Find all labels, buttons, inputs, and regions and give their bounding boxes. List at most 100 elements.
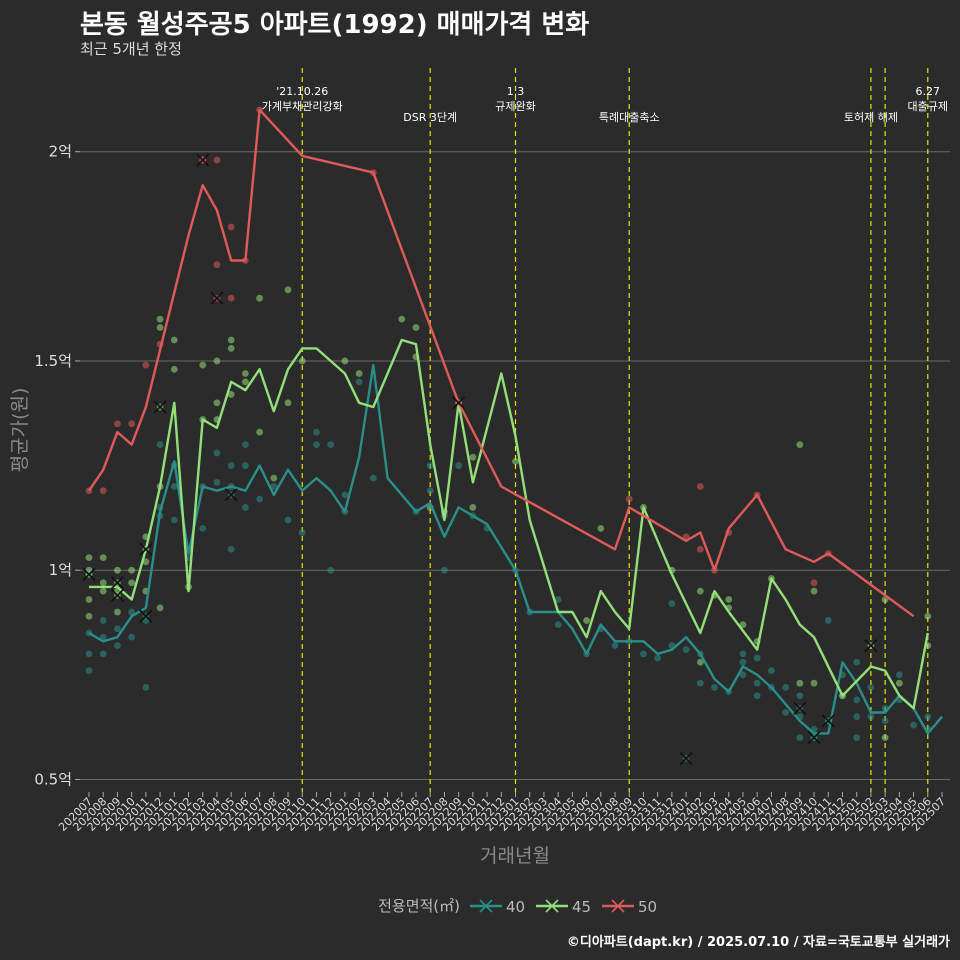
cancelled-marker-40 xyxy=(679,751,693,766)
data-point-45 xyxy=(170,365,178,373)
data-point-40 xyxy=(867,683,875,691)
data-point-45 xyxy=(298,357,306,365)
data-point-50 xyxy=(696,483,704,490)
data-point-40 xyxy=(227,462,235,469)
legend-marker-40 xyxy=(479,899,493,913)
data-point-45 xyxy=(270,474,278,482)
cancelled-marker-40 xyxy=(224,488,238,502)
cancelled-marker-40 xyxy=(807,731,821,745)
data-point-45 xyxy=(881,734,889,741)
chart-subtitle: 최근 5개년 한정 xyxy=(80,40,182,58)
data-point-40 xyxy=(924,713,932,721)
data-point-45 xyxy=(583,617,590,624)
data-point-40 xyxy=(753,692,761,700)
data-point-40 xyxy=(241,441,249,449)
cancelled-marker-45 xyxy=(139,542,153,556)
cancelled-marker-40 xyxy=(793,701,807,715)
data-point-45 xyxy=(924,612,932,620)
data-point-40 xyxy=(867,713,875,721)
data-point-45 xyxy=(796,441,804,449)
cancelled-marker-50 xyxy=(196,153,210,167)
data-point-40 xyxy=(782,709,790,716)
data-point-45 xyxy=(114,566,121,574)
data-point-45 xyxy=(170,336,178,344)
data-point-40 xyxy=(682,646,690,654)
series-line-40 xyxy=(88,363,943,735)
data-point-40 xyxy=(270,483,278,490)
data-point-40 xyxy=(99,617,107,624)
data-point-50 xyxy=(227,223,235,231)
data-point-45 xyxy=(355,370,363,377)
data-point-40 xyxy=(227,545,235,553)
data-point-40 xyxy=(853,696,861,704)
data-point-40 xyxy=(241,504,249,511)
data-point-40 xyxy=(170,483,178,490)
data-point-50 xyxy=(128,420,136,428)
data-point-45 xyxy=(739,621,747,629)
data-point-40 xyxy=(170,516,178,524)
data-point-45 xyxy=(469,453,477,461)
cancelled-marker-40 xyxy=(139,609,153,623)
data-point-40 xyxy=(668,600,676,608)
cancelled-marker-45 xyxy=(153,400,167,414)
data-point-40 xyxy=(85,667,93,675)
data-point-45 xyxy=(114,608,121,616)
data-point-40 xyxy=(142,683,150,691)
data-point-45 xyxy=(213,357,221,365)
data-point-40 xyxy=(853,658,861,666)
data-point-45 xyxy=(597,524,605,532)
legend-title: 전용면적(㎡) xyxy=(378,897,460,915)
data-point-40 xyxy=(796,692,804,700)
source-caption: ©디아파트(dapt.kr) / 2025.07.10 / 자료=국토교통부 실… xyxy=(566,935,950,950)
data-point-45 xyxy=(256,294,263,302)
data-point-40 xyxy=(554,596,562,603)
data-point-45 xyxy=(142,558,150,566)
cancelled-marker-45 xyxy=(864,638,878,653)
data-point-40 xyxy=(853,713,861,721)
data-point-50 xyxy=(682,533,690,541)
data-point-40 xyxy=(213,478,221,486)
data-point-45 xyxy=(128,566,136,574)
cancelled-marker-45 xyxy=(110,588,124,602)
data-point-45 xyxy=(227,336,235,344)
y-axis-label: 평균가(원) xyxy=(9,388,31,473)
data-point-40 xyxy=(753,654,761,662)
data-point-45 xyxy=(284,399,292,407)
data-point-40 xyxy=(782,683,790,691)
data-point-50 xyxy=(810,579,818,587)
cancelled-marker-50 xyxy=(452,396,466,410)
data-point-45 xyxy=(284,286,292,294)
data-point-40 xyxy=(341,491,349,499)
data-point-50 xyxy=(213,156,221,164)
chart-title: 본동 월성주공5 아파트(1992) 매매가격 변화 xyxy=(80,10,590,40)
data-point-40 xyxy=(455,462,463,469)
data-point-45 xyxy=(156,604,164,612)
data-point-45 xyxy=(241,370,249,377)
data-point-45 xyxy=(99,579,107,587)
event-label: 특례대출축소 xyxy=(599,111,660,124)
data-point-45 xyxy=(199,361,207,369)
data-point-50 xyxy=(213,261,221,269)
data-point-40 xyxy=(313,441,320,449)
legend-label-50: 50 xyxy=(638,898,657,916)
data-point-40 xyxy=(611,642,619,649)
data-point-45 xyxy=(85,596,93,603)
data-point-40 xyxy=(696,679,704,687)
data-point-45 xyxy=(99,554,107,562)
data-point-40 xyxy=(128,608,136,616)
data-point-45 xyxy=(810,587,818,595)
data-point-45 xyxy=(725,596,733,603)
data-point-40 xyxy=(313,428,320,436)
event-label: 6.27 대출규제 xyxy=(908,85,948,113)
cancelled-marker-50 xyxy=(210,291,224,305)
data-point-40 xyxy=(114,642,121,649)
data-point-50 xyxy=(114,420,121,428)
data-point-40 xyxy=(99,650,107,658)
legend-marker-50 xyxy=(611,899,625,913)
data-point-45 xyxy=(512,457,519,465)
legend-label-45: 45 xyxy=(572,898,591,916)
data-point-50 xyxy=(227,294,235,302)
x-axis-label: 거래년월 xyxy=(480,845,550,867)
data-point-45 xyxy=(256,428,263,436)
